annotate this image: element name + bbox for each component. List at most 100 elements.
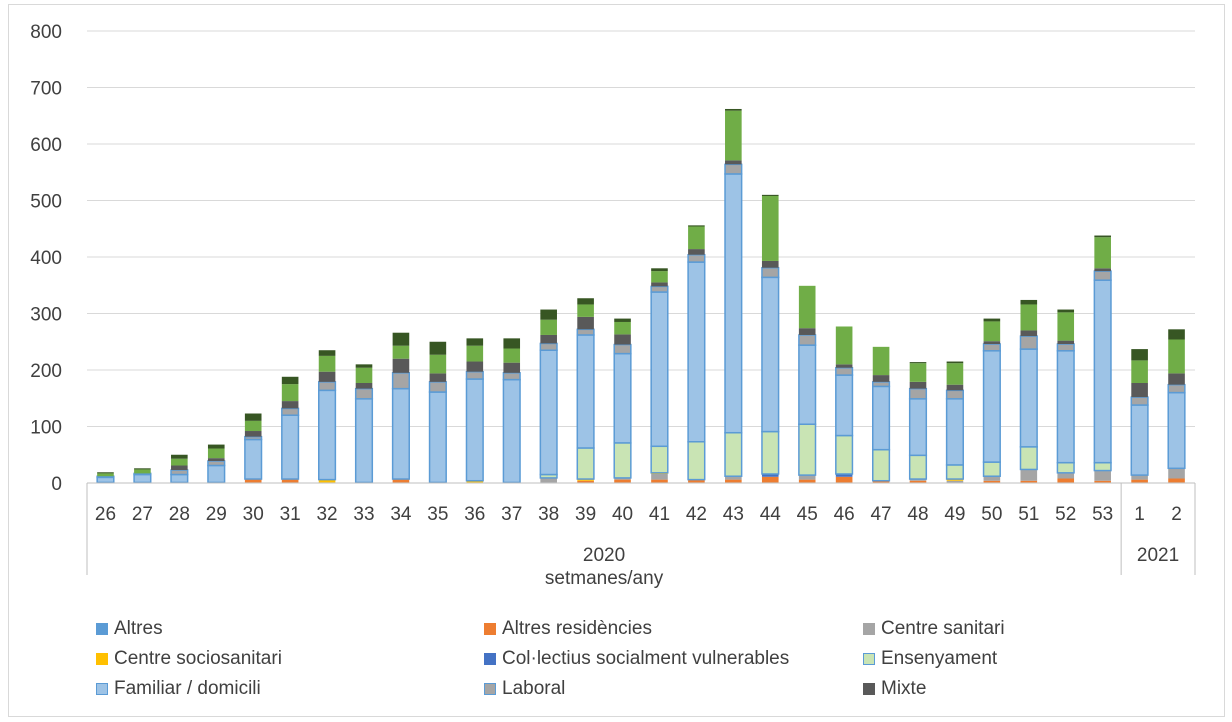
bar-segment bbox=[761, 473, 779, 477]
legend-swatch bbox=[96, 623, 108, 635]
bar-segment bbox=[724, 431, 743, 477]
x-tick-label: 40 bbox=[612, 504, 633, 525]
bar-segment bbox=[428, 381, 447, 393]
bar-segment bbox=[244, 420, 262, 432]
bar-segment bbox=[281, 376, 299, 385]
bar-segment bbox=[761, 260, 779, 268]
x-tick-label: 50 bbox=[981, 504, 1002, 525]
bar-segment bbox=[1093, 270, 1112, 281]
bar-segment bbox=[392, 358, 410, 373]
bar-segment bbox=[909, 480, 927, 483]
x-tick-label: 51 bbox=[1018, 504, 1039, 525]
bar-segment bbox=[725, 108, 742, 111]
x-tick-label: 52 bbox=[1055, 504, 1076, 525]
legend-label: Col·lectius socialment vulnerables bbox=[502, 648, 790, 669]
bar-segment bbox=[798, 334, 817, 346]
bar-segment bbox=[171, 454, 188, 459]
bar-segment bbox=[1131, 479, 1148, 483]
bar-segment bbox=[908, 398, 928, 457]
bar-segment bbox=[1094, 470, 1111, 481]
y-tick-label: 800 bbox=[30, 22, 62, 43]
bar-segment bbox=[651, 268, 668, 272]
bar-segment bbox=[1131, 382, 1148, 398]
bar-segment bbox=[355, 382, 373, 389]
bar-segment bbox=[651, 479, 668, 483]
bar-segment bbox=[281, 479, 299, 483]
x-tick-label: 29 bbox=[206, 504, 227, 525]
bar-segment bbox=[1094, 237, 1111, 269]
bar-segment bbox=[170, 469, 189, 476]
bar-segment bbox=[835, 326, 853, 365]
bar-segment bbox=[761, 476, 779, 483]
bar-segment bbox=[651, 473, 668, 480]
bar-segment bbox=[1094, 268, 1111, 272]
bar-segment bbox=[392, 479, 410, 483]
legend-label: Altres bbox=[114, 618, 163, 639]
x-tick-label: 37 bbox=[501, 504, 522, 525]
legend-item: Altres bbox=[96, 618, 163, 640]
bar-segment bbox=[318, 371, 336, 382]
bar-segment bbox=[614, 321, 631, 335]
x-tick-label: 35 bbox=[427, 504, 448, 525]
legend-label: Laboral bbox=[502, 678, 566, 699]
bar-segment bbox=[1020, 480, 1038, 483]
bar-segment bbox=[134, 469, 151, 474]
bar-segment bbox=[577, 298, 594, 305]
bar-segment bbox=[613, 343, 632, 355]
bar-segment bbox=[761, 276, 780, 433]
bar-segment bbox=[946, 480, 964, 483]
y-tick-label: 600 bbox=[30, 135, 62, 156]
bar-segment bbox=[465, 370, 484, 380]
bar-segment bbox=[1093, 279, 1112, 464]
bar-segment bbox=[983, 476, 1001, 481]
bar-segment bbox=[983, 341, 1001, 345]
bar-segment bbox=[798, 475, 816, 480]
legend-item: Mixte bbox=[863, 678, 926, 700]
bar-segment bbox=[576, 447, 595, 480]
x-tick-label: 48 bbox=[907, 504, 928, 525]
legend-item: Familiar / domicili bbox=[96, 678, 261, 700]
x-tick-label: 33 bbox=[353, 504, 374, 525]
bar-segment bbox=[983, 318, 1001, 322]
legend-swatch bbox=[863, 653, 875, 665]
bar-segment bbox=[539, 349, 558, 476]
bar-segment bbox=[650, 445, 669, 474]
x-tick-label: 39 bbox=[575, 504, 596, 525]
y-tick-label: 100 bbox=[30, 418, 62, 439]
bar-segment bbox=[946, 363, 964, 385]
bar-segment bbox=[688, 225, 705, 227]
bar-segment bbox=[244, 479, 262, 483]
x-tick-label: 1 bbox=[1134, 504, 1145, 525]
bar-segment bbox=[725, 110, 742, 161]
bar-segment bbox=[171, 465, 188, 471]
bar-segment bbox=[318, 355, 336, 372]
bar-segment bbox=[1056, 461, 1075, 474]
bar-segment bbox=[576, 334, 595, 449]
bar-segment bbox=[318, 389, 337, 481]
legend-item: Centre sanitari bbox=[863, 618, 1005, 640]
bar-segment bbox=[281, 407, 300, 416]
bar-segment bbox=[872, 480, 890, 483]
legend-swatch bbox=[484, 653, 496, 665]
legend-label: Centre sanitari bbox=[881, 618, 1005, 639]
bar-segment bbox=[1167, 383, 1186, 394]
legend-item: Col·lectius socialment vulnerables bbox=[484, 648, 789, 670]
bar-segment bbox=[1057, 309, 1075, 313]
bar-segment bbox=[429, 341, 447, 355]
bar-segment bbox=[798, 344, 817, 425]
y-tick-label: 400 bbox=[30, 248, 62, 269]
bar-segment bbox=[540, 319, 557, 335]
bar-segment bbox=[761, 430, 780, 475]
bar-segment bbox=[872, 346, 890, 376]
bar-segment bbox=[503, 362, 521, 373]
legend-item: Laboral bbox=[484, 678, 565, 700]
bar-segment bbox=[207, 448, 225, 459]
bar-segment bbox=[1131, 349, 1148, 361]
bar-segment bbox=[503, 338, 521, 349]
bar-segment bbox=[798, 285, 816, 329]
bar-segment bbox=[909, 381, 927, 389]
bar-segment bbox=[798, 479, 816, 483]
year-group-label: 2021 bbox=[1137, 545, 1179, 566]
bar-segment bbox=[835, 366, 854, 376]
